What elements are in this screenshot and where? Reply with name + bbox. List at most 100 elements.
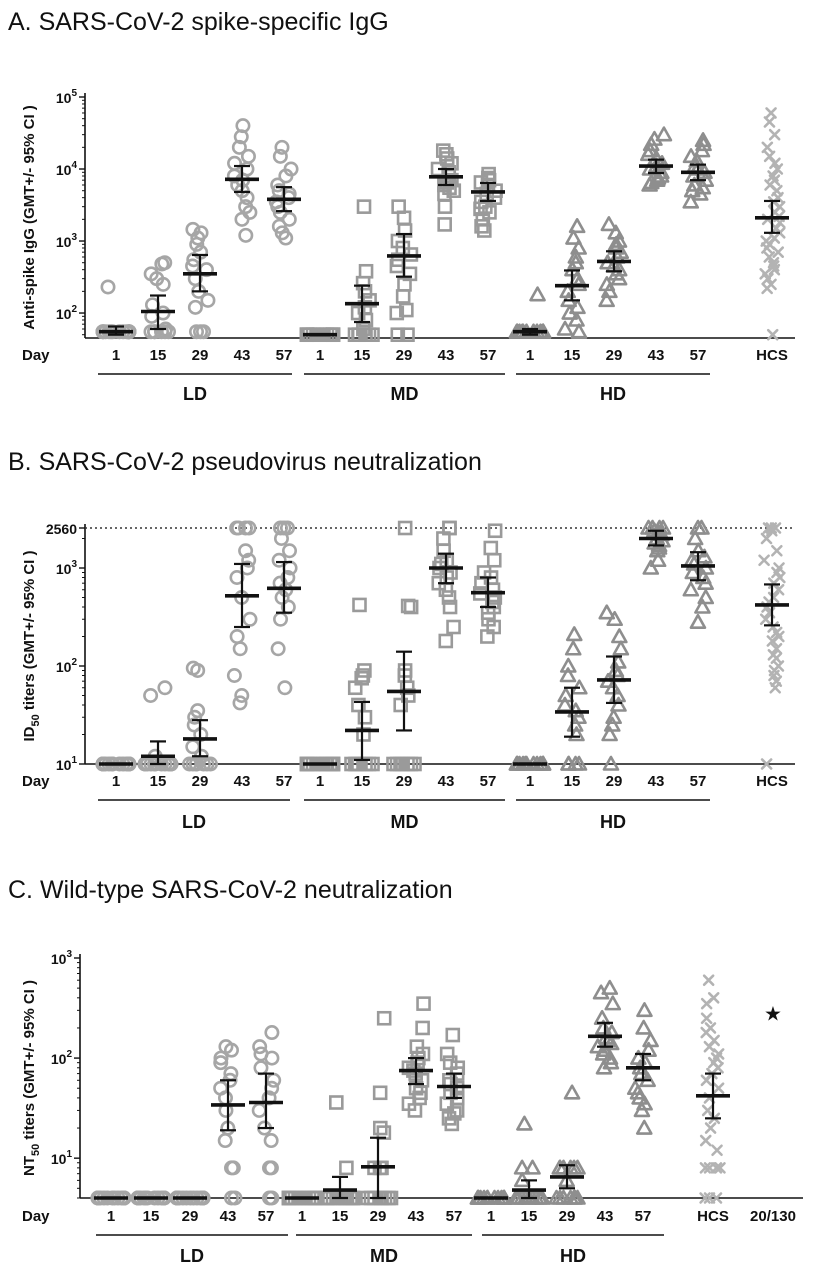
panel-b-title: B. SARS-CoV-2 pseudovirus neutralization <box>8 448 482 476</box>
data-point <box>449 1103 465 1118</box>
data-point <box>270 641 286 657</box>
series-LD-day-43 <box>225 520 259 711</box>
data-point <box>682 193 700 209</box>
x-tick-label: 29 <box>370 1208 387 1225</box>
data-point <box>355 275 371 291</box>
group-label-MD: MD <box>391 812 419 832</box>
data-point <box>435 143 451 158</box>
x-tick-label: 43 <box>648 773 665 790</box>
series-HD-day-15 <box>507 1115 551 1205</box>
data-point <box>592 984 610 1000</box>
data-point <box>217 1133 233 1149</box>
series-HD-day-43 <box>639 126 673 192</box>
data-point <box>444 1116 460 1132</box>
data-point <box>389 305 405 321</box>
data-point <box>655 126 673 142</box>
data-point <box>699 1162 712 1174</box>
data-point <box>768 669 780 682</box>
data-point <box>602 1054 620 1070</box>
data-point <box>487 523 503 539</box>
data-point <box>570 755 588 771</box>
group-label-MD: MD <box>370 1246 398 1266</box>
data-point <box>548 1189 565 1205</box>
x-tick-label: 29 <box>606 347 623 364</box>
data-point <box>190 662 206 678</box>
y-tick-label: 103 <box>56 559 78 577</box>
data-point <box>238 227 254 243</box>
data-point <box>569 1159 586 1175</box>
series-HD-day-29 <box>597 216 631 308</box>
data-point <box>703 1192 716 1204</box>
star-marker: ★ <box>764 1003 782 1025</box>
x-tick-label: 1 <box>107 1208 115 1225</box>
data-point <box>601 1049 619 1065</box>
data-point <box>352 597 367 613</box>
data-point <box>272 204 288 220</box>
series-MD-day-43 <box>399 996 433 1118</box>
data-point <box>357 709 373 725</box>
data-point <box>143 324 159 340</box>
data-point <box>399 680 415 696</box>
series-LD-day-29 <box>182 660 219 772</box>
group-label-MD: MD <box>391 384 419 404</box>
data-point <box>635 1019 652 1035</box>
series-MD-day-57 <box>471 523 505 644</box>
data-point <box>329 1095 344 1110</box>
y-axis-label: Anti-spike IgG (GMT+/- 95% CI ) <box>21 105 38 330</box>
panel-a-plot: 102 103 104 105 Anti-spike IgG (GMT+/- 95% C… <box>21 88 795 404</box>
series-MD-day-1 <box>299 327 341 343</box>
x-tick-label: 43 <box>597 1208 614 1225</box>
data-point <box>437 217 452 232</box>
series-MD-day-1 <box>299 756 341 772</box>
x-tick-label: 1 <box>487 1208 495 1225</box>
data-point <box>263 1133 279 1149</box>
data-point <box>223 1042 239 1058</box>
data-point <box>565 626 583 642</box>
x-axis-title: Day <box>22 347 50 364</box>
data-point <box>187 299 203 315</box>
data-point <box>697 574 714 590</box>
data-point <box>689 613 707 629</box>
data-point <box>438 633 454 649</box>
data-point <box>702 974 715 987</box>
data-point <box>567 248 585 264</box>
x-tick-label: 15 <box>143 1208 160 1225</box>
x-tick-label: 43 <box>648 347 665 364</box>
data-point <box>632 1065 650 1081</box>
data-point <box>758 554 770 567</box>
data-point <box>594 1045 612 1061</box>
data-point <box>261 1190 277 1206</box>
data-point <box>229 629 245 645</box>
data-point <box>213 1055 229 1071</box>
series-MD-day-57 <box>437 1027 471 1132</box>
data-point <box>642 1032 659 1048</box>
series-HD-day-43 <box>588 979 622 1075</box>
x-tick-label: 20/130 <box>750 1208 796 1225</box>
x-tick-label: 29 <box>396 773 413 790</box>
data-point <box>642 559 660 575</box>
data-point <box>407 1103 423 1118</box>
data-point <box>610 696 627 712</box>
data-point <box>480 629 495 644</box>
data-point <box>232 695 248 711</box>
x-tick-label: 57 <box>480 347 497 364</box>
panel-c: C. Wild-type SARS-CoV-2 neutralization 1… <box>0 868 813 1280</box>
data-point <box>278 230 294 246</box>
data-point <box>564 640 582 656</box>
data-point <box>697 589 715 605</box>
series-MD-day-57 <box>471 166 505 238</box>
data-point <box>604 995 622 1011</box>
data-point <box>400 327 415 343</box>
data-point <box>771 544 783 557</box>
data-point <box>356 727 371 742</box>
y-tick-label: 103 <box>51 949 73 967</box>
data-point <box>155 276 171 292</box>
data-point <box>433 556 449 572</box>
data-point <box>606 610 623 627</box>
panel-a-title: A. SARS-CoV-2 spike-specific IgG <box>8 8 389 36</box>
data-point <box>278 168 294 184</box>
data-point <box>264 1025 280 1041</box>
panel-b: B. SARS-CoV-2 pseudovirus neutralization… <box>0 440 813 840</box>
series-LD-day-1 <box>95 756 137 772</box>
